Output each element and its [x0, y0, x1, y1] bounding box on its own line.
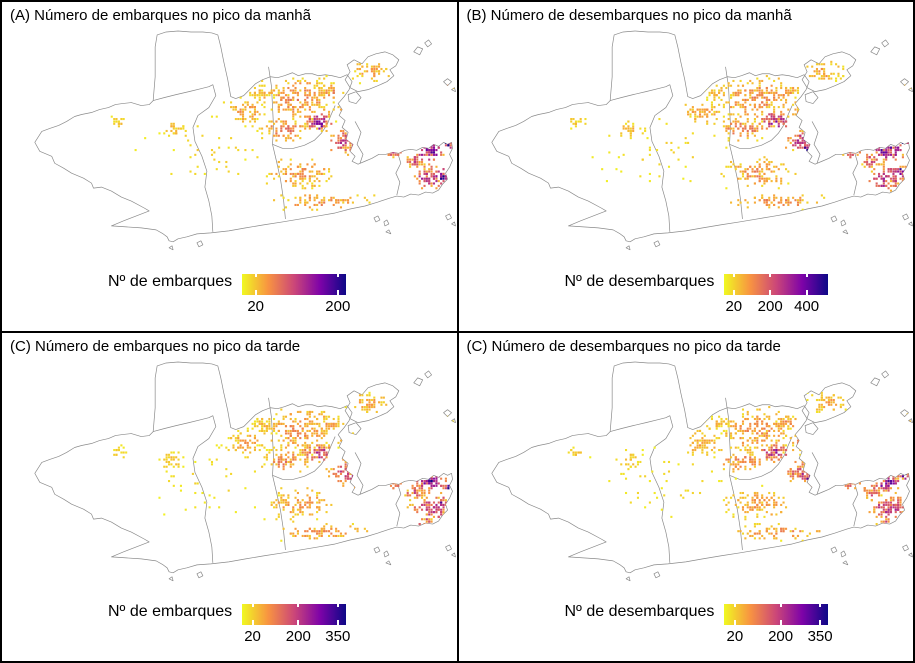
colorbar-tick-mark [336, 620, 339, 625]
colorbar-tick-mark [336, 289, 339, 295]
legend-label: Nº de embarques [108, 603, 233, 620]
colorbar-tick-mark [251, 604, 254, 607]
colorbar-tick-mark [819, 604, 822, 607]
legend-colorbar-wrap: 20 200 350 [724, 604, 833, 645]
colorbar-tick-label: 400 [794, 297, 820, 315]
rio-density-map [490, 361, 913, 581]
colorbar-tick-label: 200 [768, 628, 794, 645]
colorbar-tick-mark [779, 620, 782, 625]
colorbar-tick-mark [732, 289, 735, 295]
colorbar-tick-mark [733, 620, 736, 625]
colorbar-tick-label: 20 [244, 628, 261, 645]
legend-label: Nº de desembarques [564, 272, 715, 290]
colorbar-tick-mark [251, 620, 254, 625]
panel-title: (C) Número de desembarques no pico da ta… [466, 337, 781, 355]
legend: Nº de desembarques 20 200 350 [459, 601, 914, 661]
colorbar-tick-mark [336, 273, 339, 277]
colorbar-tick-mark [336, 604, 339, 607]
colorbar-tick-label: 350 [325, 628, 351, 645]
colorbar-tick-mark [297, 620, 300, 625]
colorbar-tick-mark [254, 289, 257, 295]
colorbar-tick-mark [805, 273, 808, 277]
legend-label: Nº de desembarques [564, 603, 715, 620]
colorbar-tick-mark [769, 273, 772, 277]
colorbar-tick-mark [769, 289, 772, 295]
legend-colorbar-wrap: 20 200 400 [724, 273, 829, 315]
colorbar-tick-label: 350 [807, 628, 833, 645]
colorbar-tick-label: 200 [757, 297, 783, 315]
legend-colorbar [724, 604, 829, 625]
panel-embarques-tarde: (C) Número de embarques no pico da tarde… [2, 332, 457, 661]
rio-density-map [34, 361, 456, 581]
colorbar-tick-label: 20 [247, 297, 264, 315]
rio-density-map [34, 30, 456, 251]
rio-density-map [490, 30, 913, 251]
colorbar-tick-mark [732, 273, 735, 277]
legend: Nº de embarques 20 200 350 [2, 601, 457, 661]
panel-desembarques-manha: (B) Número de desembarques no pico da ma… [458, 2, 914, 331]
legend-label: Nº de embarques [108, 272, 233, 290]
colorbar-tick-mark [779, 604, 782, 607]
legend-colorbar [242, 273, 347, 295]
colorbar-tick-mark [297, 604, 300, 607]
legend-colorbar-wrap: 20 200 [242, 273, 350, 315]
colorbar-tick-label: 20 [725, 297, 743, 315]
legend-colorbar [724, 273, 829, 295]
colorbar-tick-label: 20 [726, 628, 744, 645]
legend: Nº de embarques 20 200 [2, 271, 457, 331]
legend: Nº de desembarques 20 200 400 [459, 271, 914, 331]
legend-colorbar-wrap: 20 200 350 [242, 604, 350, 645]
panel-title: (A) Número de embarques no pico da manhã [10, 7, 311, 24]
panel-desembarques-tarde: (C) Número de desembarques no pico da ta… [458, 332, 914, 661]
colorbar-tick-mark [819, 620, 822, 625]
colorbar-tick-mark [805, 289, 808, 295]
legend-colorbar [242, 604, 347, 625]
colorbar-tick-label: 200 [285, 628, 311, 645]
colorbar-tick-mark [733, 604, 736, 607]
panel-embarques-manha: (A) Número de embarques no pico da manhã… [2, 2, 457, 331]
panel-title: (C) Número de embarques no pico da tarde [10, 337, 301, 355]
panel-title: (B) Número de desembarques no pico da ma… [466, 7, 792, 24]
colorbar-tick-label: 200 [325, 297, 351, 315]
colorbar-tick-mark [254, 273, 257, 277]
